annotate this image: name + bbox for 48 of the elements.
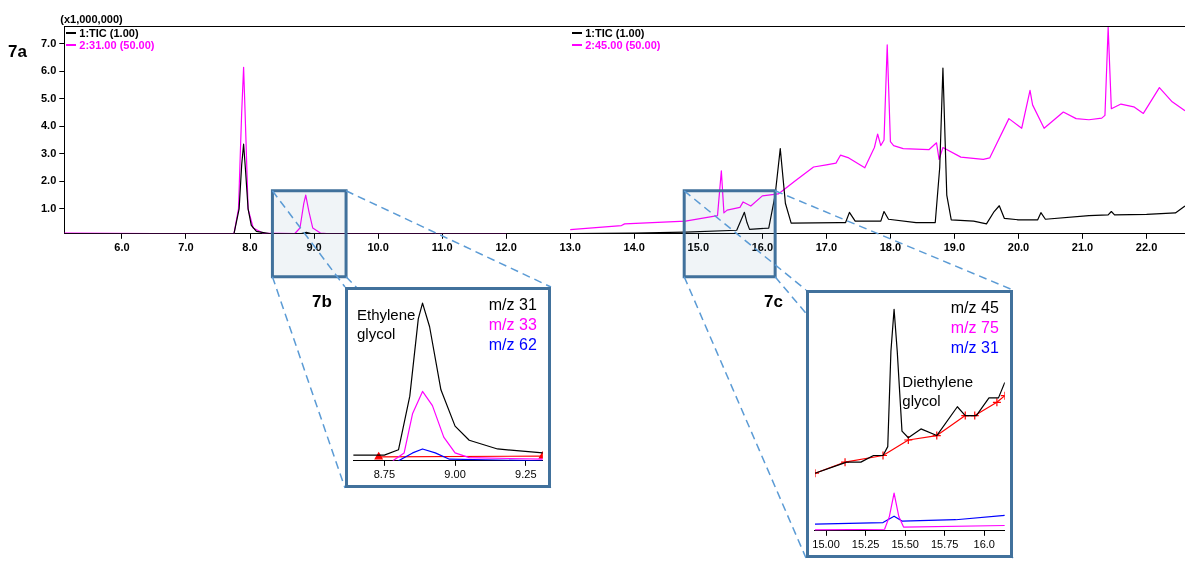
text: m/z 75 [950,318,999,336]
y-tick-label: 1.0 [40,201,57,214]
x-tick-label: 6.0 [114,241,130,254]
x-tick-label: 15.0 [687,241,709,254]
legend-label: 2:31.00 (50.00) [79,39,155,51]
x-tick-label: 22.0 [1135,241,1158,254]
text: m/z 31 [488,295,537,313]
text: 7a [8,41,28,61]
x-tick-label: 9.0 [306,241,322,254]
legend-label: 1:TIC (1.00) [585,27,645,39]
x-tick-label: 14.0 [623,241,645,254]
x-tick-label: 12.0 [495,241,517,254]
y-tick-label: 4.0 [40,119,57,132]
text: m/z 62 [488,335,537,353]
x-tick-label: 21.0 [1071,241,1094,254]
y-axis-title: (x1,000,000) [60,12,124,25]
x-tick-label: 9.25 [515,468,537,481]
x-tick-label: 11.0 [431,241,453,254]
x-tick-label: 18.0 [879,241,902,254]
text: m/z 31 [950,338,999,356]
x-tick-label: 8.75 [373,468,396,481]
x-tick-label: 10.0 [367,241,389,254]
y-tick-label: 7.0 [40,36,57,49]
annotation: Diethylene glycol [902,372,974,409]
x-tick-label: 15.25 [851,538,880,551]
x-tick-label: 20.0 [1007,241,1030,254]
x-tick-label: 15.50 [891,538,919,551]
chart-title: 7c [764,292,783,312]
y-tick-label: 2.0 [40,174,57,187]
annotation: Ethylene glycol [356,306,416,343]
x-tick-label: 8.0 [242,241,258,254]
x-tick-label: 7.0 [178,241,194,254]
x-tick-label: 16.0 [973,538,995,551]
x-tick-label: 13.0 [559,241,581,254]
chart-title: 7b [312,292,332,312]
y-tick-label: 5.0 [40,91,57,104]
y-tick-label: 6.0 [40,64,57,77]
x-tick-label: 17.0 [815,241,838,254]
x-tick-label: 9.00 [444,468,466,481]
x-tick-label: 15.75 [930,538,959,551]
x-tick-label: 15.00 [812,538,840,551]
x-tick-label: 19.0 [943,241,966,254]
text: m/z 33 [488,315,537,333]
x-tick-label: 16.0 [751,241,774,254]
legend-label: 2:45.00 (50.00) [585,39,661,51]
legend-label: 1:TIC (1.00) [79,27,139,39]
text: m/z 45 [950,298,999,316]
y-tick-label: 3.0 [40,146,57,159]
